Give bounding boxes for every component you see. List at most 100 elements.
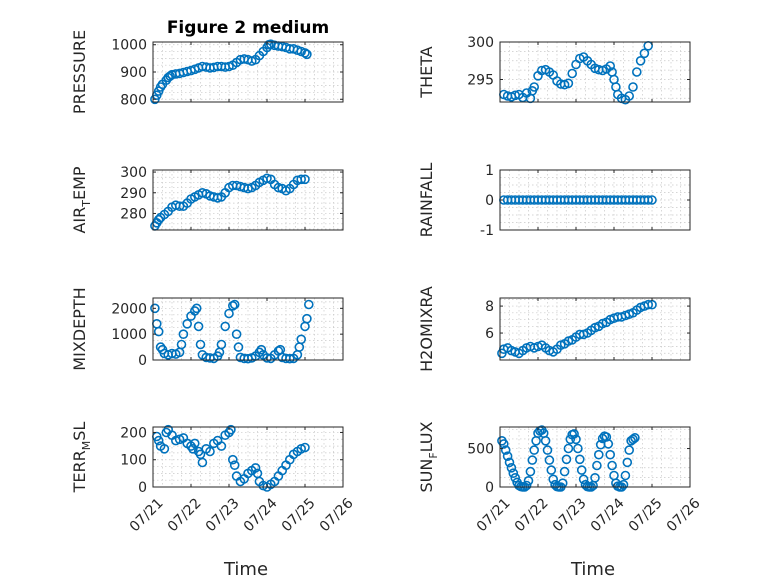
data-point (628, 434, 638, 445)
data-point (195, 339, 206, 350)
y-tick-label: -1 (480, 223, 494, 239)
data-point (563, 78, 574, 89)
data-point (284, 353, 295, 364)
y-tick-label: 0 (138, 480, 147, 496)
y-axis-label: RAINFALL (417, 163, 436, 238)
data-point (563, 443, 574, 454)
data-point (165, 71, 175, 81)
data-point (300, 48, 310, 58)
y-tick-label: 280 (120, 206, 147, 222)
y-axis-label: PRESSURE (70, 30, 89, 114)
data-point (216, 339, 227, 350)
data-point (216, 441, 227, 451)
data-point (605, 449, 616, 460)
data-point (643, 299, 654, 310)
series-markers (497, 299, 657, 359)
x-tick-label: 07/21 (127, 495, 167, 535)
y-tick-label: 8 (485, 299, 494, 315)
data-point (176, 339, 187, 350)
data-point (508, 468, 519, 479)
data-point (635, 55, 646, 66)
data-point (523, 475, 534, 486)
x-tick-label: 07/24 (241, 495, 281, 535)
data-point (574, 454, 585, 465)
data-point (529, 82, 540, 92)
subplot-theta: 295 300 THETA (417, 35, 691, 105)
data-point (220, 321, 230, 332)
data-point (302, 49, 312, 60)
data-point (624, 91, 635, 101)
data-point (540, 435, 551, 446)
data-point (153, 435, 164, 446)
y-axis-label: SUNFLUX (417, 421, 440, 492)
data-point (618, 479, 629, 490)
data-point (190, 306, 200, 316)
data-point (228, 454, 238, 465)
x-axis-label: Time (570, 559, 615, 580)
y-tick-label: 0 (485, 193, 494, 209)
y-tick-label: 1000 (111, 327, 147, 343)
data-point (624, 445, 635, 455)
data-point (300, 442, 310, 453)
x-axis-label: Time (223, 559, 268, 580)
axes-box (499, 426, 691, 488)
data-point (529, 445, 540, 455)
y-tick-label: 900 (120, 65, 147, 81)
data-point (631, 67, 642, 77)
data-point (628, 82, 638, 92)
data-point (228, 300, 238, 311)
data-point (605, 61, 616, 71)
x-tick-label: 07/26 (317, 495, 357, 535)
data-point (603, 439, 614, 449)
x-tick-label: 07/24 (588, 495, 628, 535)
data-point (178, 329, 189, 340)
x-tick-label: 07/22 (165, 495, 205, 535)
data-point (188, 443, 198, 454)
data-point (229, 460, 240, 471)
data-point (607, 460, 617, 471)
data-point (506, 462, 517, 473)
data-point (542, 445, 553, 455)
plot-area (153, 42, 343, 102)
data-point (302, 313, 312, 324)
data-point (527, 455, 538, 465)
data-point (544, 455, 555, 465)
y-tick-label: 300 (120, 165, 147, 181)
data-point (548, 474, 559, 485)
data-point (590, 472, 600, 483)
data-point (197, 457, 208, 468)
data-point (639, 48, 650, 59)
y-tick-label: 0 (485, 480, 494, 496)
data-point (525, 466, 536, 477)
data-point (153, 326, 164, 337)
data-point (571, 434, 581, 445)
axes-box (499, 41, 691, 103)
y-tick-label: 295 (467, 73, 494, 89)
data-point (578, 474, 589, 485)
y-tick-label: 300 (467, 35, 494, 51)
x-tick-label: 07/21 (474, 495, 514, 535)
data-point (592, 460, 602, 471)
y-axis-label: TERRMSL (70, 422, 93, 494)
data-point (193, 321, 204, 332)
y-axis-label: MIXDEPTH (70, 287, 89, 370)
data-point (229, 299, 240, 310)
data-point (153, 214, 164, 225)
y-tick-label: 500 (467, 442, 494, 458)
y-tick-label: 290 (120, 186, 147, 202)
data-point (620, 470, 631, 481)
y-tick-label: 200 (120, 425, 147, 441)
data-point (573, 443, 583, 454)
axes-box (152, 169, 344, 231)
y-tick-label: 800 (120, 92, 147, 108)
data-point (622, 457, 633, 468)
data-point (647, 195, 657, 205)
y-tick-label: 6 (485, 326, 494, 342)
data-point (296, 334, 307, 345)
y-tick-label: 2000 (111, 301, 147, 317)
series-markers (150, 39, 312, 105)
data-point (182, 318, 192, 329)
